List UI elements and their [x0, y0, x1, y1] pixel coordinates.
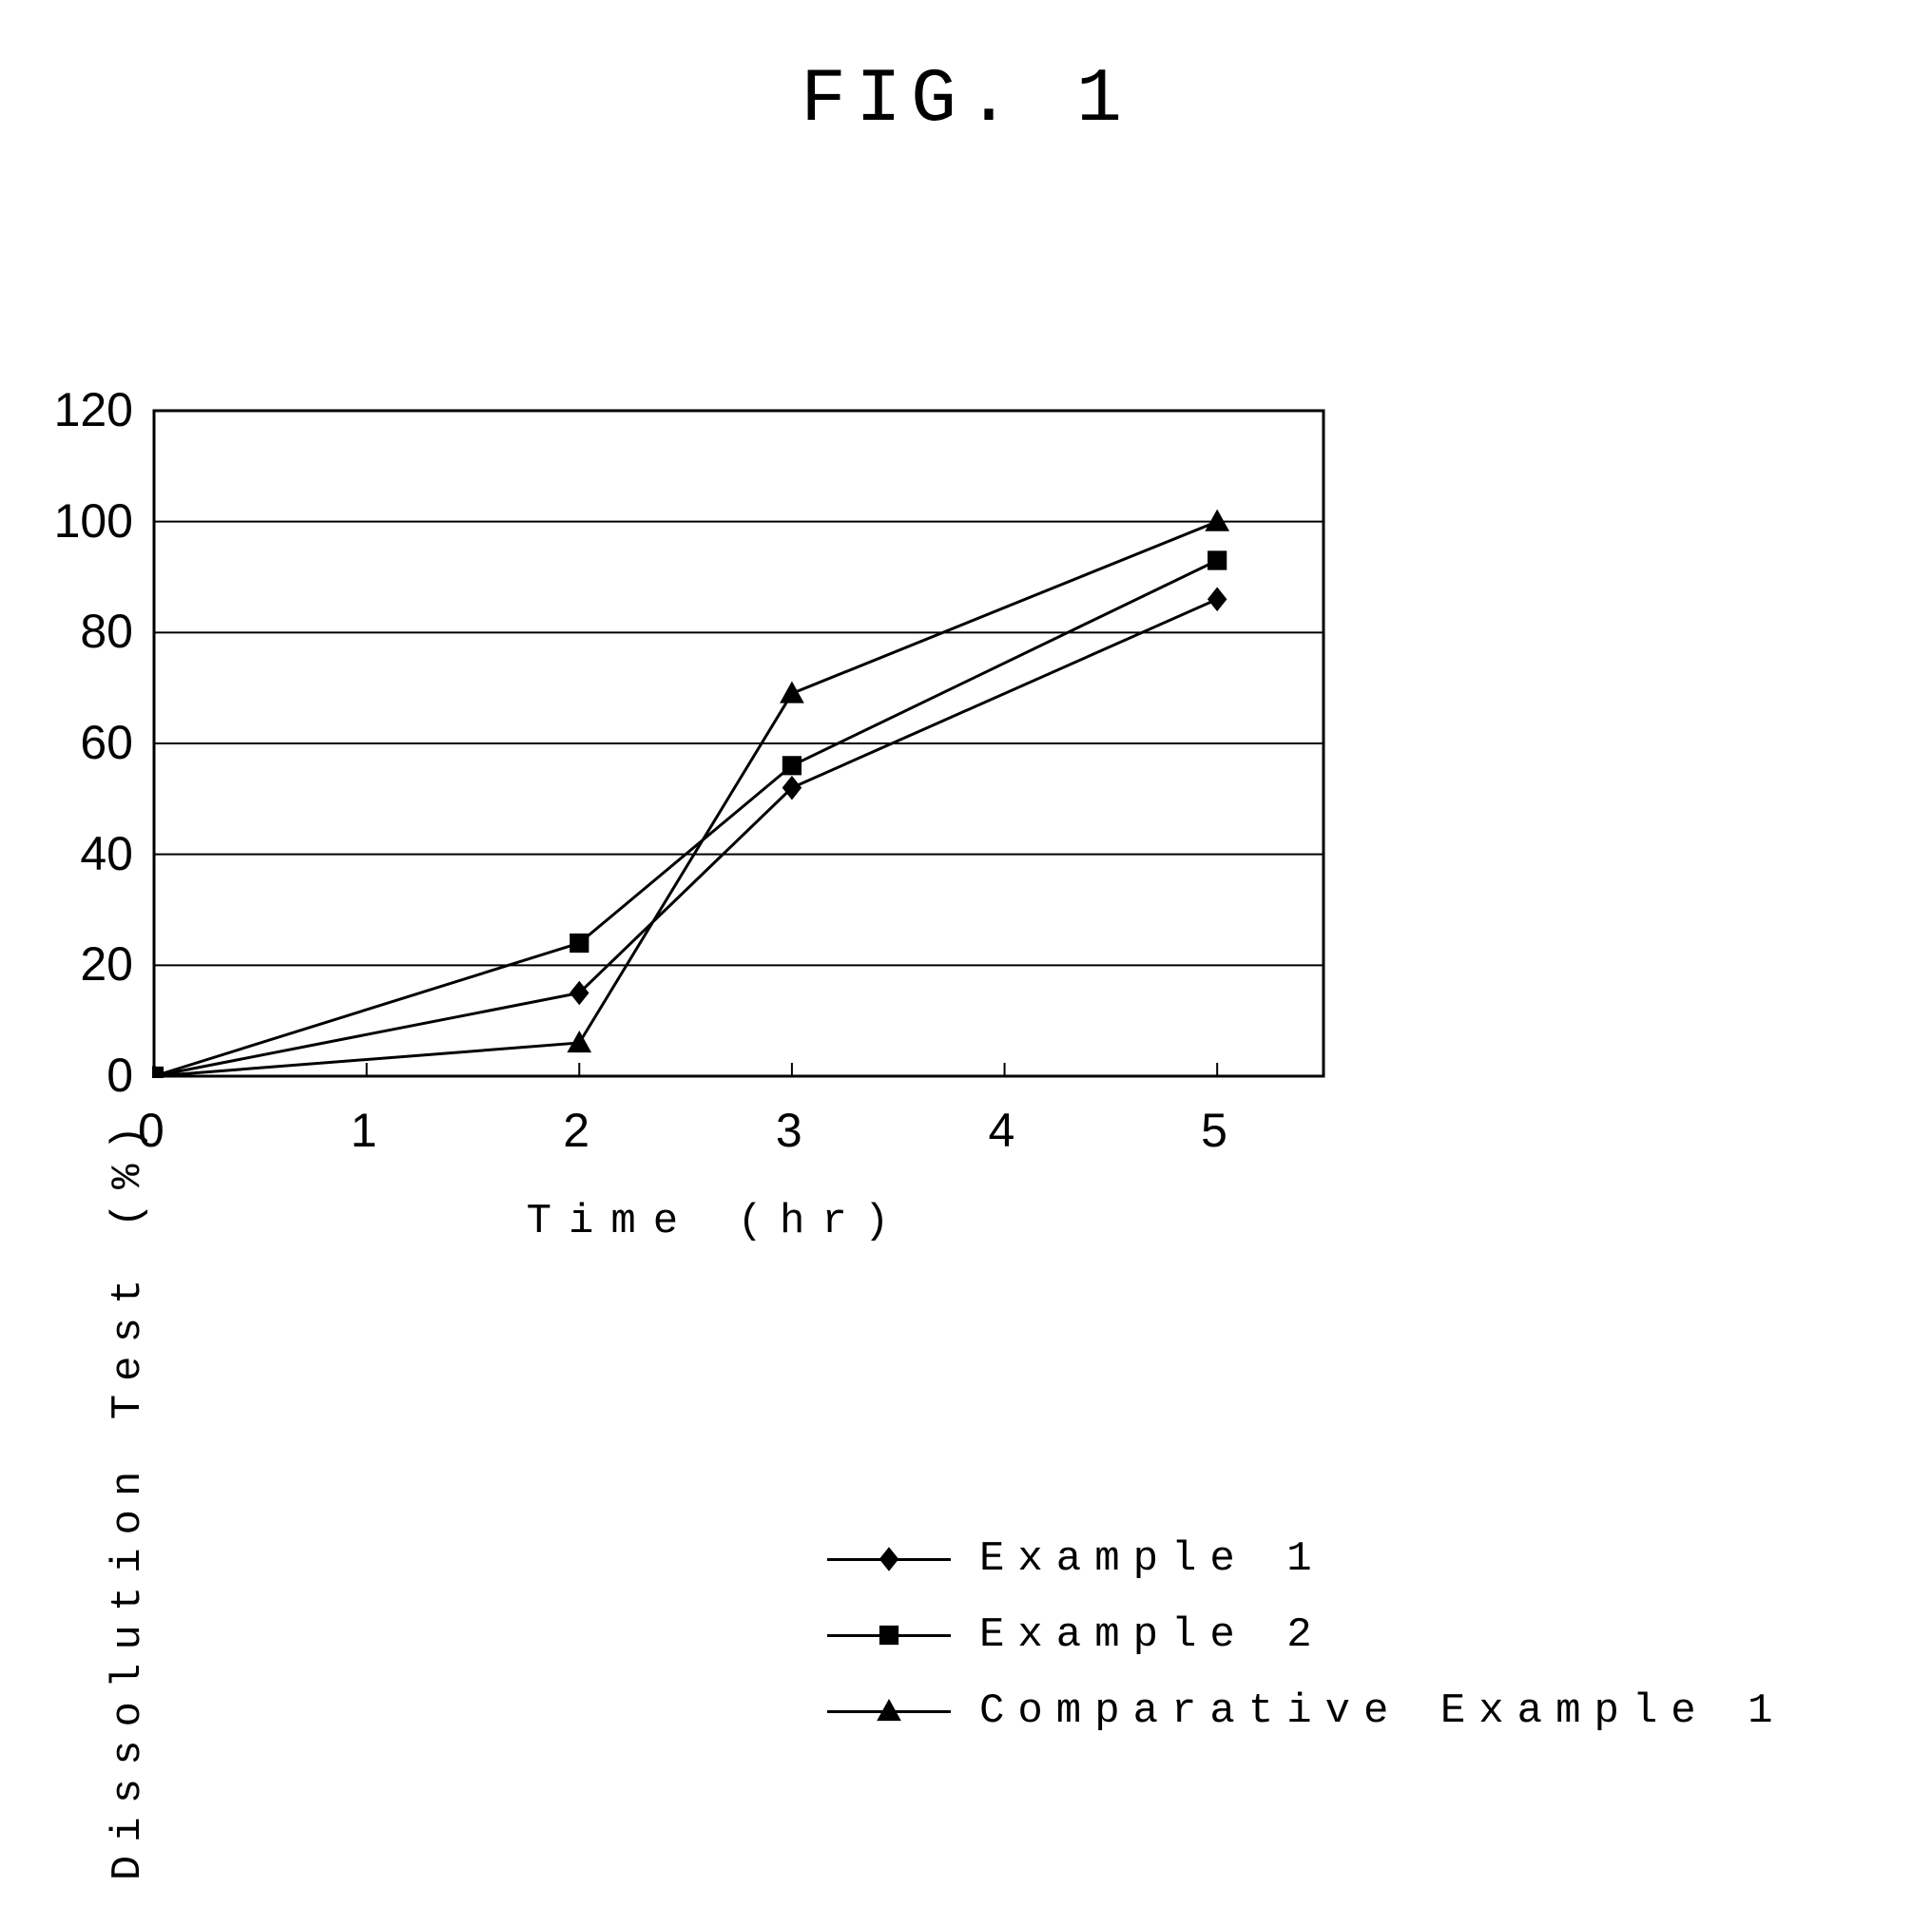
y-tick-label: 100	[29, 493, 133, 549]
y-tick-label: 120	[29, 382, 133, 437]
legend-marker	[827, 1692, 951, 1730]
page: FIG. 1 Dissolution Test (%) 0 1 2 3 4 5 0 20 40…	[0, 0, 1932, 1927]
legend-item: Example 1	[827, 1521, 1787, 1597]
legend-item: Example 2	[827, 1597, 1787, 1673]
legend-label: Comparative Example 1	[979, 1687, 1787, 1735]
legend-marker	[827, 1540, 951, 1578]
x-tick-label: 3	[776, 1103, 802, 1158]
y-tick-label: 0	[29, 1048, 133, 1103]
y-tick-label: 20	[29, 936, 133, 992]
y-tick-label: 40	[29, 826, 133, 881]
x-tick-label: 2	[563, 1103, 589, 1158]
legend-item: Comparative Example 1	[827, 1673, 1787, 1749]
x-axis-label: Time (hr)	[527, 1198, 907, 1245]
figure-title: FIG. 1	[0, 57, 1932, 144]
chart-area	[152, 409, 1325, 1083]
legend: Example 1 Example 2 Comparative Example 1	[827, 1521, 1787, 1749]
y-tick-label: 60	[29, 715, 133, 770]
x-tick-label: 0	[138, 1103, 164, 1158]
legend-label: Example 1	[979, 1535, 1325, 1583]
x-tick-label: 4	[989, 1103, 1015, 1158]
x-tick-label: 5	[1201, 1103, 1227, 1158]
legend-label: Example 2	[979, 1611, 1325, 1659]
y-axis-label: Dissolution Test (%)	[105, 1112, 152, 1880]
legend-marker	[827, 1616, 951, 1654]
y-tick-label: 80	[29, 604, 133, 659]
x-tick-label: 1	[351, 1103, 377, 1158]
chart-svg	[152, 409, 1325, 1078]
